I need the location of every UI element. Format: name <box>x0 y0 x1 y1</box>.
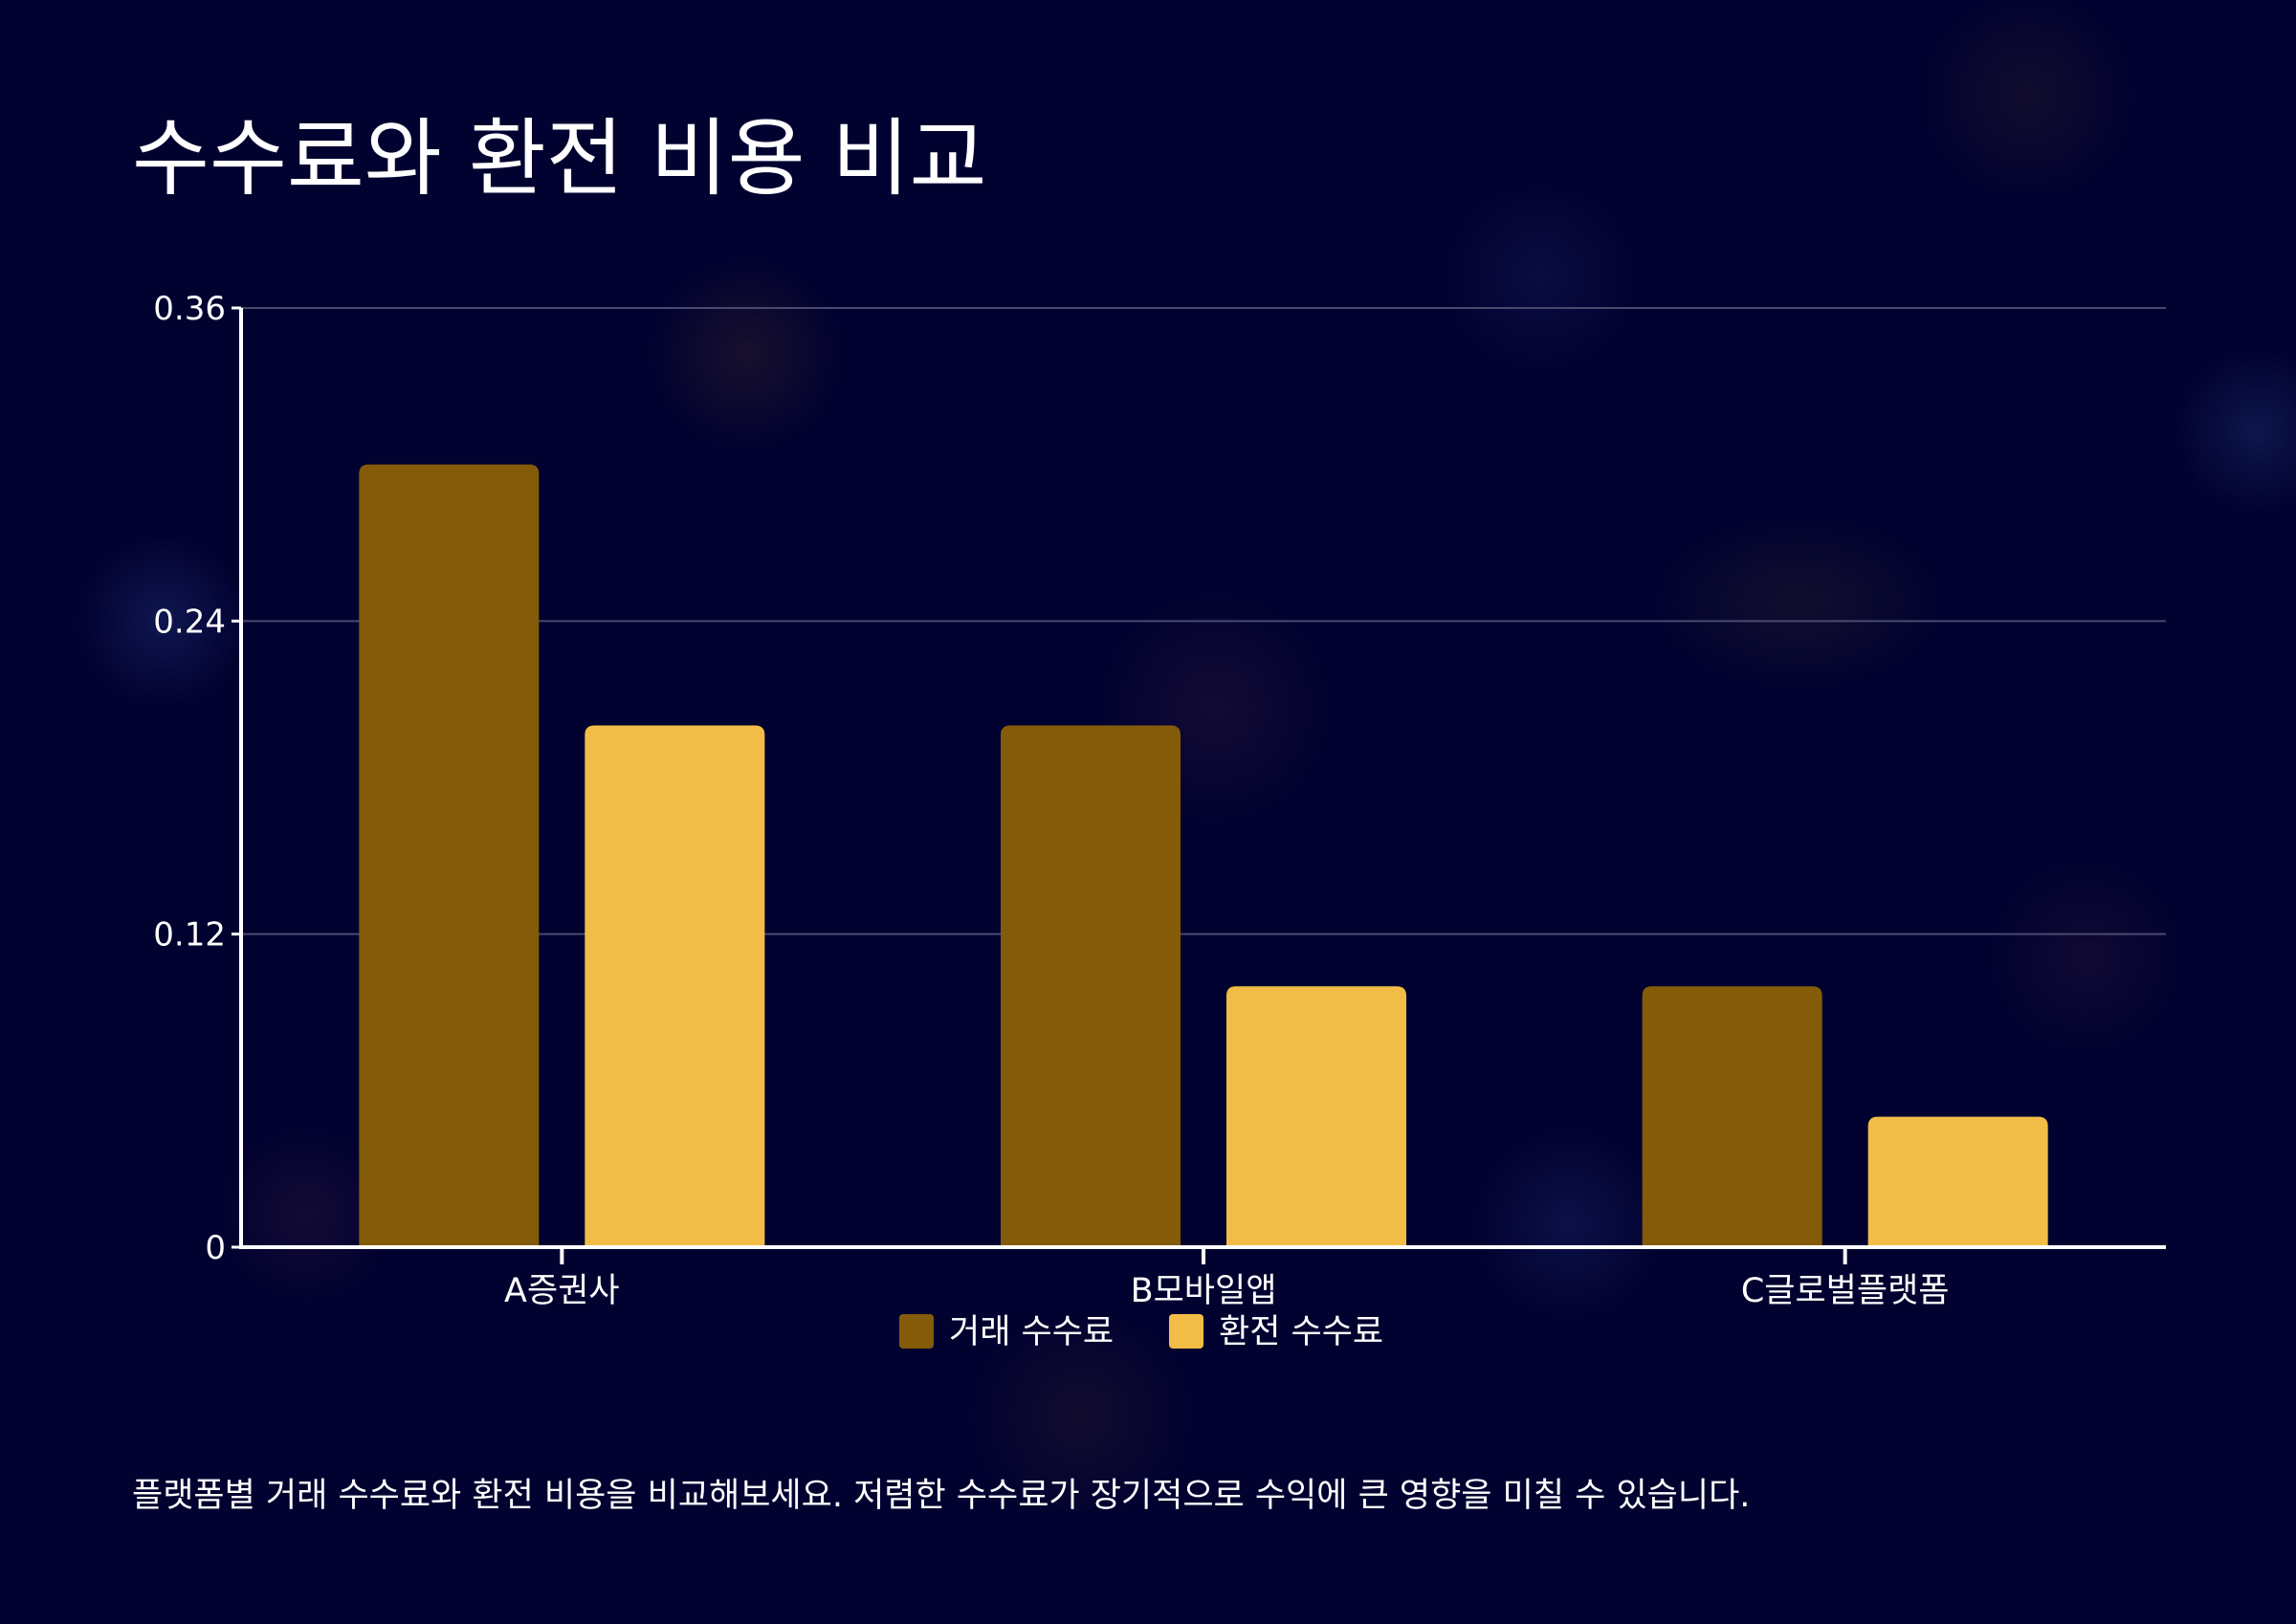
legend-label: 환전 수수료 <box>1219 1313 1383 1351</box>
x-tick-label: A증권사 <box>504 1272 620 1310</box>
bar-fx-fee <box>1226 986 1406 1247</box>
x-tick-label: B모바일앱 <box>1131 1272 1277 1310</box>
legend-label: 거래 수수료 <box>949 1313 1114 1351</box>
legend-swatch <box>1169 1314 1203 1349</box>
chart-caption: 플랫폼별 거래 수수료와 환전 비용을 비교해보세요. 저렴한 수수료가 장기적… <box>132 1477 1751 1515</box>
y-tick-label: 0.36 <box>153 290 226 328</box>
y-tick-label: 0.24 <box>153 603 226 641</box>
bar-fx-fee <box>585 725 765 1247</box>
legend-swatch <box>899 1314 934 1349</box>
bar-trade-fee <box>359 464 540 1248</box>
bar-trade-fee <box>1642 986 1822 1247</box>
bar-trade-fee <box>1001 725 1181 1247</box>
y-tick-label: 0.12 <box>153 916 226 955</box>
page-title: 수수료와 환전 비용 비교 <box>132 109 987 208</box>
bar-fx-fee <box>1867 1116 2048 1247</box>
y-tick-label: 0 <box>205 1229 226 1267</box>
x-tick-label: C글로벌플랫폼 <box>1741 1272 1950 1310</box>
